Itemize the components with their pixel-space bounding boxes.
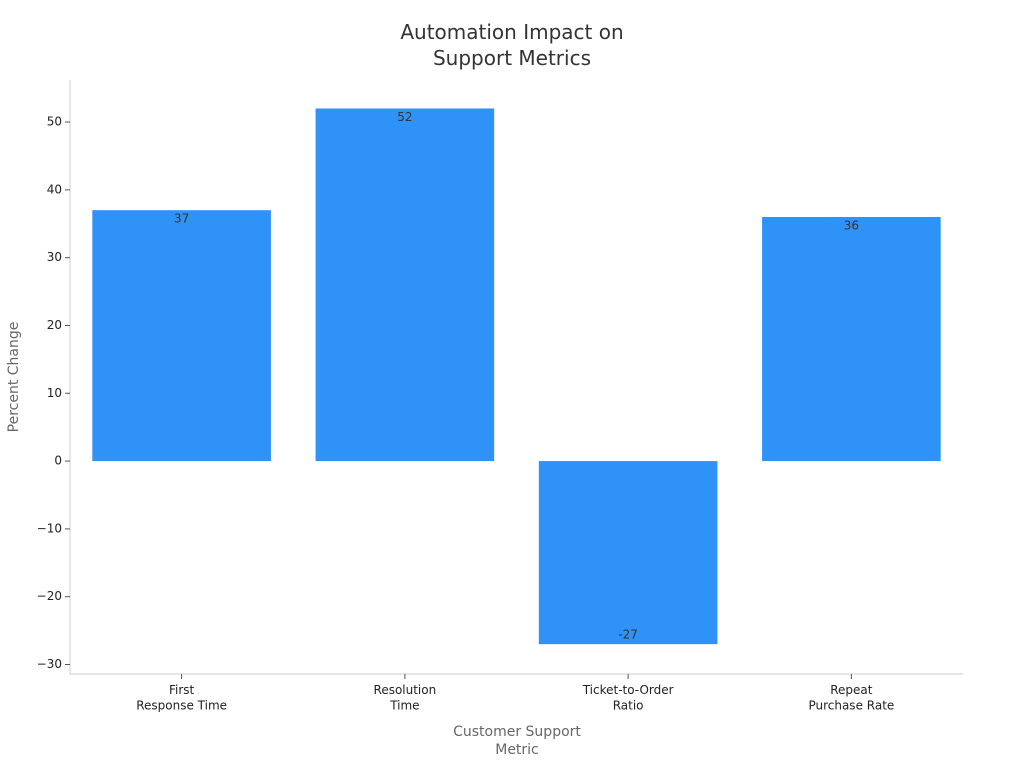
y-tick-label: −30 bbox=[37, 657, 62, 671]
y-axis-label: Percent Change bbox=[6, 322, 22, 433]
y-tick-label: 20 bbox=[47, 318, 62, 332]
bar bbox=[92, 210, 271, 462]
x-tick-label: Repeat Purchase Rate bbox=[808, 683, 894, 713]
data-label: -27 bbox=[618, 628, 638, 642]
y-tick-label: 50 bbox=[47, 115, 62, 129]
data-label: 52 bbox=[397, 110, 412, 124]
y-tick-label: 0 bbox=[54, 454, 62, 468]
data-label: 36 bbox=[844, 218, 859, 232]
x-tick-label: Resolution Time bbox=[374, 683, 437, 713]
x-axis-label: Customer Support Metric bbox=[453, 724, 581, 758]
bar bbox=[538, 461, 718, 645]
bar bbox=[762, 216, 941, 462]
y-tick-label: 30 bbox=[47, 250, 62, 264]
y-tick-label: −10 bbox=[37, 521, 62, 535]
y-tick-label: 40 bbox=[47, 182, 62, 196]
x-tick-label: First Response Time bbox=[136, 683, 227, 713]
chart-title: Automation Impact on Support Metrics bbox=[400, 20, 623, 70]
bar bbox=[315, 108, 495, 462]
data-label: 37 bbox=[174, 212, 189, 226]
y-tick-label: 10 bbox=[47, 386, 62, 400]
y-tick-label: −20 bbox=[37, 589, 62, 603]
x-tick-label: Ticket-to-Order Ratio bbox=[582, 683, 674, 713]
